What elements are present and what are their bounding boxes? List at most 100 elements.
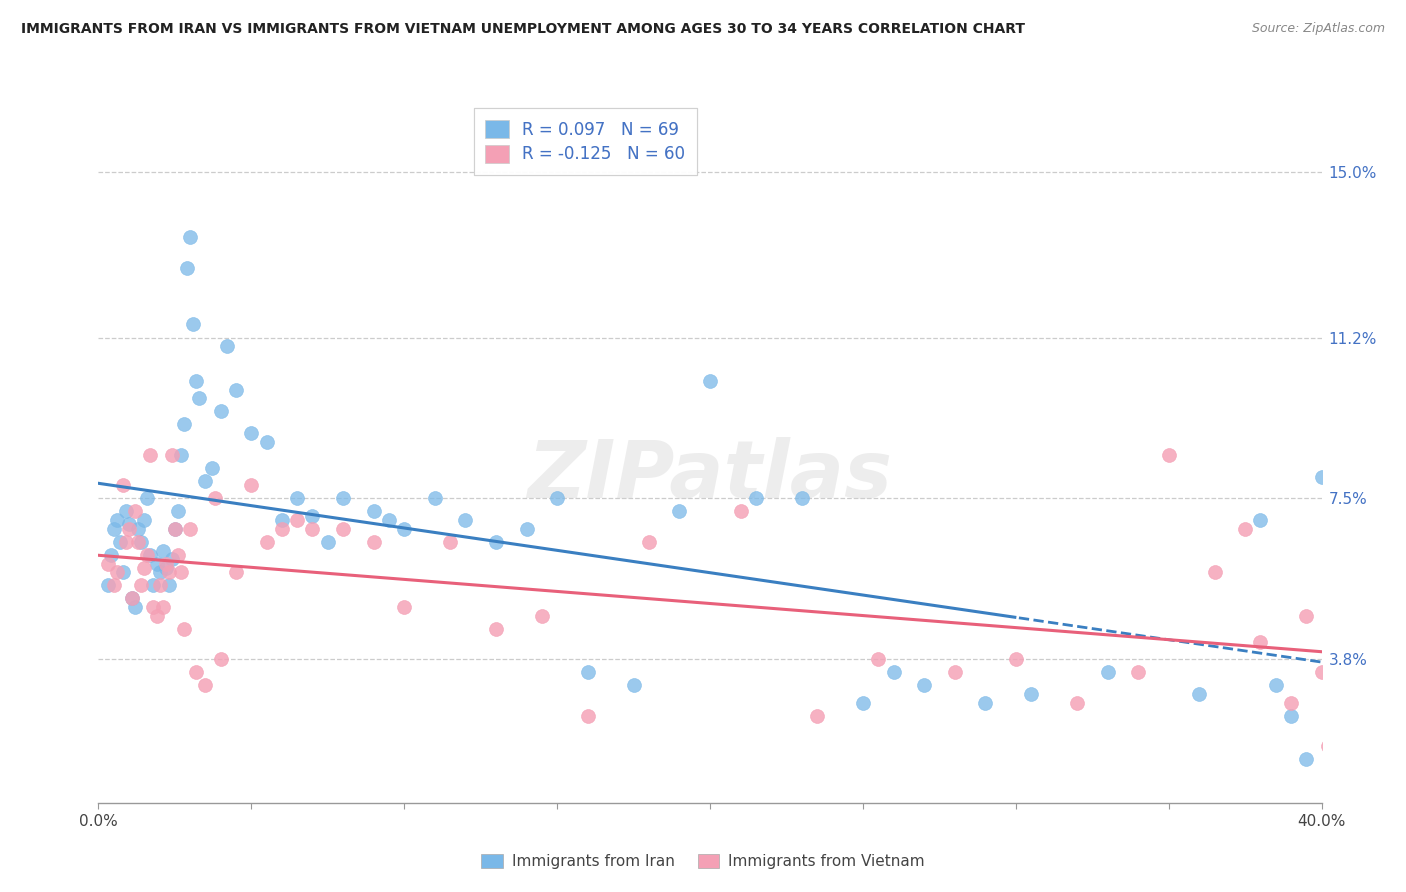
Point: [215, 339, 238, 353]
Point: [176, 260, 198, 275]
Point: [100, 548, 122, 562]
Point: [225, 383, 247, 397]
Point: [136, 491, 159, 506]
Point: [668, 504, 690, 518]
Point: [121, 591, 143, 606]
Point: [576, 665, 599, 680]
Point: [1250, 635, 1272, 649]
Point: [115, 504, 138, 518]
Point: [1234, 522, 1257, 536]
Point: [103, 578, 125, 592]
Point: [363, 504, 385, 518]
Point: [134, 561, 156, 575]
Point: [623, 678, 645, 692]
Point: [392, 600, 416, 615]
Point: [883, 665, 905, 680]
Point: [912, 678, 935, 692]
Point: [1250, 513, 1272, 527]
Point: [97, 557, 120, 571]
Point: [108, 534, 131, 549]
Point: [134, 513, 156, 527]
Text: ZIPatlas: ZIPatlas: [527, 437, 893, 515]
Point: [152, 600, 174, 615]
Point: [1295, 752, 1317, 766]
Point: [806, 708, 828, 723]
Point: [378, 513, 401, 527]
Point: [1019, 687, 1042, 701]
Point: [225, 566, 247, 580]
Point: [868, 652, 890, 666]
Point: [1128, 665, 1150, 680]
Point: [139, 548, 162, 562]
Point: [1097, 665, 1119, 680]
Point: [145, 557, 167, 571]
Point: [1341, 600, 1364, 615]
Point: [943, 665, 966, 680]
Point: [160, 552, 183, 566]
Point: [129, 578, 152, 592]
Point: [157, 578, 180, 592]
Point: [139, 448, 162, 462]
Point: [285, 491, 308, 506]
Point: [1279, 696, 1302, 710]
Point: [200, 461, 222, 475]
Point: [1204, 566, 1226, 580]
Point: [155, 557, 177, 571]
Point: [516, 522, 538, 536]
Point: [136, 548, 159, 562]
Point: [152, 543, 174, 558]
Point: [270, 522, 294, 536]
Point: [181, 318, 204, 332]
Point: [188, 392, 211, 406]
Point: [530, 608, 553, 623]
Point: [745, 491, 768, 506]
Legend: Immigrants from Iran, Immigrants from Vietnam: Immigrants from Iran, Immigrants from Vi…: [475, 847, 931, 875]
Point: [454, 513, 477, 527]
Point: [423, 491, 446, 506]
Point: [186, 374, 208, 388]
Point: [270, 513, 294, 527]
Point: [1279, 708, 1302, 723]
Point: [149, 578, 172, 592]
Point: [173, 417, 195, 432]
Point: [301, 522, 323, 536]
Point: [638, 534, 661, 549]
Point: [209, 404, 232, 418]
Point: [1004, 652, 1026, 666]
Text: IMMIGRANTS FROM IRAN VS IMMIGRANTS FROM VIETNAM UNEMPLOYMENT AMONG AGES 30 TO 34: IMMIGRANTS FROM IRAN VS IMMIGRANTS FROM …: [21, 22, 1025, 37]
Point: [392, 522, 416, 536]
Point: [149, 566, 172, 580]
Point: [105, 513, 128, 527]
Point: [124, 600, 146, 615]
Point: [1066, 696, 1088, 710]
Point: [332, 522, 354, 536]
Text: Source: ZipAtlas.com: Source: ZipAtlas.com: [1251, 22, 1385, 36]
Point: [186, 665, 208, 680]
Point: [301, 508, 323, 523]
Point: [1295, 608, 1317, 623]
Point: [1157, 448, 1180, 462]
Point: [485, 534, 508, 549]
Point: [699, 374, 721, 388]
Point: [121, 591, 143, 606]
Point: [240, 426, 263, 441]
Point: [1310, 469, 1333, 483]
Point: [204, 491, 226, 506]
Point: [167, 504, 190, 518]
Point: [129, 534, 152, 549]
Point: [316, 534, 339, 549]
Point: [194, 474, 217, 488]
Point: [730, 504, 752, 518]
Point: [285, 513, 308, 527]
Point: [1264, 678, 1286, 692]
Point: [1326, 708, 1348, 723]
Point: [240, 478, 263, 492]
Point: [546, 491, 568, 506]
Point: [209, 652, 232, 666]
Legend: R = 0.097   N = 69, R = -0.125   N = 60: R = 0.097 N = 69, R = -0.125 N = 60: [474, 109, 697, 175]
Point: [160, 448, 183, 462]
Point: [974, 696, 997, 710]
Point: [852, 696, 875, 710]
Point: [170, 566, 193, 580]
Point: [1310, 665, 1333, 680]
